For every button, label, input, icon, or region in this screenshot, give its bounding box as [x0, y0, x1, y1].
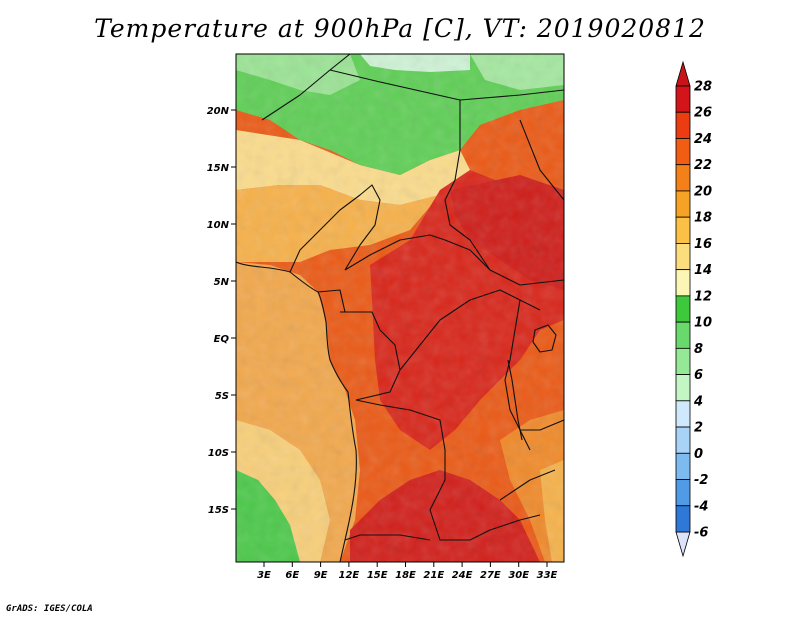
map-frame: [235, 53, 565, 563]
credit-text: GrADS: IGES/COLA: [6, 604, 93, 614]
border-nigeria-cameroon: [289, 184, 381, 273]
longitude-axis: 3E 6E 9E 12E 15E 18E 21E 24E 27E 30E 33E: [257, 562, 558, 581]
lat-tick-label: 20N: [207, 106, 230, 117]
lon-tick-label: 3E: [257, 570, 271, 581]
lon-tick-label: 24E: [452, 570, 473, 581]
border-sahara: [261, 54, 564, 150]
colorbar-segment: [675, 321, 691, 349]
country-borders: [236, 54, 564, 562]
colorbar-label: 20: [694, 184, 712, 199]
colorbar-segment: [675, 111, 691, 139]
colorbar-label: -4: [694, 499, 708, 514]
colorbar-label: 26: [694, 106, 712, 121]
lon-tick-label: 27E: [480, 570, 501, 581]
colorbar-label: 16: [694, 237, 712, 252]
colorbar-label: 12: [694, 289, 712, 304]
colorbar-label: 14: [694, 263, 712, 278]
lat-tick-label: 15S: [208, 505, 229, 516]
border-east-africa: [499, 119, 564, 501]
lat-tick-label: 10N: [207, 220, 230, 231]
temperature-field: [236, 54, 564, 562]
colorbar-label: -6: [694, 526, 708, 541]
lon-tick-label: 30E: [508, 570, 529, 581]
colorbar-segment: [675, 295, 691, 323]
lake-tanganyika: [507, 359, 523, 441]
latitude-axis: 20N 15N 10N 5N EQ 5S 10S 15S: [207, 106, 236, 516]
colorbar-label: 2: [694, 421, 703, 436]
lon-tick-label: 6E: [285, 570, 299, 581]
colorbar-bottom-arrow: [675, 531, 691, 558]
colorbar-segment: [675, 505, 691, 533]
field-texture: [236, 54, 564, 562]
border-car: [344, 234, 491, 271]
lon-tick-label: 18E: [395, 570, 416, 581]
colorbar-segment: [675, 138, 691, 166]
colorbar-label: -2: [694, 473, 708, 488]
colorbar-label: 18: [694, 211, 712, 226]
colorbar-label: 22: [694, 158, 712, 173]
lat-tick-label: 15N: [207, 163, 230, 174]
lat-tick-label: 10S: [208, 448, 229, 459]
lon-tick-label: 21E: [423, 570, 444, 581]
lat-tick-label: 5N: [214, 277, 230, 288]
colorbar-label: 4: [693, 394, 703, 409]
colorbar-segment: [675, 164, 691, 192]
colorbar-segment: [675, 400, 691, 428]
border-angola-namibia: [344, 534, 431, 541]
colorbar-label: 8: [694, 342, 703, 357]
colorbar-segment: [675, 479, 691, 507]
coastline-west: [236, 261, 357, 562]
border-chad-sudan: [444, 149, 564, 286]
lon-tick-label: 12E: [339, 570, 360, 581]
colorbar-segment: [675, 374, 691, 402]
border-gabon: [317, 289, 346, 313]
colorbar-label: 24: [694, 132, 712, 147]
colorbar-label: 28: [694, 80, 712, 95]
colorbar-label: 0: [694, 447, 703, 462]
lat-tick-label: EQ: [214, 334, 230, 345]
colorbar-segment: [675, 243, 691, 271]
lake-victoria: [532, 324, 557, 353]
colorbar-label: 10: [694, 316, 712, 331]
colorbar-top-arrow: [675, 60, 691, 87]
border-angola-zambia: [355, 399, 541, 541]
colorbar-label: 6: [694, 368, 703, 383]
chart-title: Temperature at 900hPa [C], VT: 201902081…: [94, 14, 706, 43]
colorbar-segment: [675, 426, 691, 454]
colorbar-segment: [675, 269, 691, 297]
colorbar-segment: [675, 85, 691, 113]
lat-tick-label: 5S: [215, 391, 229, 402]
lon-tick-label: 15E: [367, 570, 388, 581]
lon-tick-label: 9E: [314, 570, 328, 581]
colorbar-segment: [675, 190, 691, 218]
lon-tick-label: 33E: [537, 570, 558, 581]
colorbar-segment: [675, 347, 691, 375]
colorbar-segment: [675, 216, 691, 244]
colorbar-segment: [675, 452, 691, 480]
